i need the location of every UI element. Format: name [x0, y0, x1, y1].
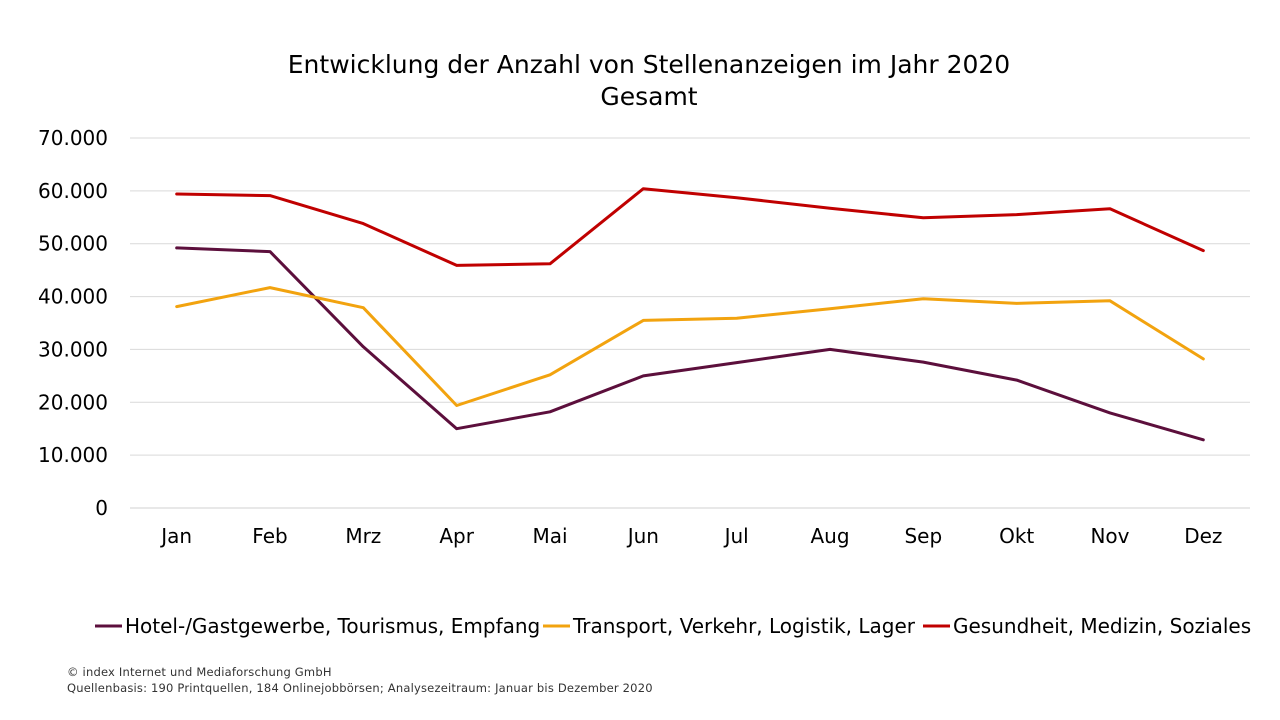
y-tick-label: 70.000 — [38, 126, 108, 150]
data-point — [828, 207, 832, 210]
data-point — [362, 222, 365, 225]
y-tick-label: 20.000 — [38, 390, 108, 414]
data-point — [548, 262, 552, 265]
x-tick-label: Mai — [532, 524, 567, 548]
series-line-3 — [175, 187, 1205, 267]
series-lines — [175, 187, 1205, 442]
y-axis-ticks: 0 10.000 20.000 30.000 40.000 50.000 60.000 70.… — [38, 126, 108, 520]
data-point — [268, 194, 272, 197]
legend: Hotel-/Gastgewerbe, Tourismus, Empfang Tr… — [95, 614, 1251, 638]
data-point — [922, 297, 925, 300]
x-tick-label: Aug — [810, 524, 849, 548]
data-point — [642, 187, 645, 190]
chart-subtitle: Gesamt — [600, 82, 697, 111]
data-point — [175, 305, 178, 308]
data-point — [642, 374, 645, 378]
data-point — [642, 319, 645, 322]
data-point — [735, 317, 738, 320]
y-tick-label: 10.000 — [38, 443, 108, 467]
legend-label: Transport, Verkehr, Logistik, Lager — [572, 614, 916, 638]
chart-title: Entwicklung der Anzahl von Stellenanzeig… — [288, 50, 1010, 79]
legend-label: Gesundheit, Medizin, Soziales — [953, 614, 1251, 638]
data-point — [922, 360, 925, 364]
x-tick-label: Sep — [904, 524, 942, 548]
x-axis-ticks: Jan Feb Mrz Apr Mai Jun Jul Aug Sep Okt Nov Dez — [159, 524, 1222, 548]
data-point — [455, 404, 458, 407]
x-tick-label: Nov — [1090, 524, 1129, 548]
x-tick-label: Dez — [1184, 524, 1222, 548]
data-point — [828, 307, 832, 310]
x-tick-label: Feb — [252, 524, 287, 548]
data-point — [1015, 213, 1018, 216]
data-point — [1015, 378, 1018, 382]
data-point — [1202, 357, 1205, 361]
data-point — [1108, 411, 1112, 415]
x-tick-label: Jun — [626, 524, 659, 548]
data-point — [1108, 207, 1112, 211]
data-point — [922, 216, 925, 220]
x-tick-label: Jul — [723, 524, 749, 548]
x-tick-label: Okt — [999, 524, 1034, 548]
data-point — [268, 250, 272, 253]
y-tick-label: 30.000 — [38, 337, 108, 361]
data-point — [1108, 299, 1112, 302]
data-point — [735, 196, 738, 199]
y-tick-label: 60.000 — [38, 179, 108, 203]
series-line-2 — [175, 286, 1205, 407]
data-point — [548, 373, 552, 376]
data-point — [1202, 249, 1205, 252]
data-point — [455, 427, 458, 430]
x-tick-label: Apr — [439, 524, 474, 548]
y-tick-label: 0 — [95, 496, 108, 520]
data-point — [455, 264, 458, 267]
legend-label: Hotel-/Gastgewerbe, Tourismus, Empfang — [125, 614, 540, 638]
series-line-1 — [175, 246, 1205, 442]
source-footer: © index Internet und Mediaforschung GmbH… — [67, 664, 653, 696]
x-tick-label: Mrz — [345, 524, 381, 548]
data-point — [175, 192, 178, 196]
data-point — [548, 410, 552, 413]
data-point — [1202, 438, 1205, 442]
data-point — [362, 306, 365, 309]
y-tick-label: 40.000 — [38, 285, 108, 309]
data-point — [175, 246, 178, 250]
x-tick-label: Jan — [159, 524, 192, 548]
data-point — [735, 361, 738, 364]
data-point — [1015, 302, 1018, 305]
y-tick-label: 50.000 — [38, 232, 108, 256]
copyright-note: © index Internet und Mediaforschung GmbH — [67, 665, 332, 679]
source-note: Quellenbasis: 190 Printquellen, 184 Onli… — [67, 681, 653, 695]
data-point — [828, 348, 832, 351]
data-point — [268, 286, 272, 289]
data-point — [362, 345, 365, 348]
